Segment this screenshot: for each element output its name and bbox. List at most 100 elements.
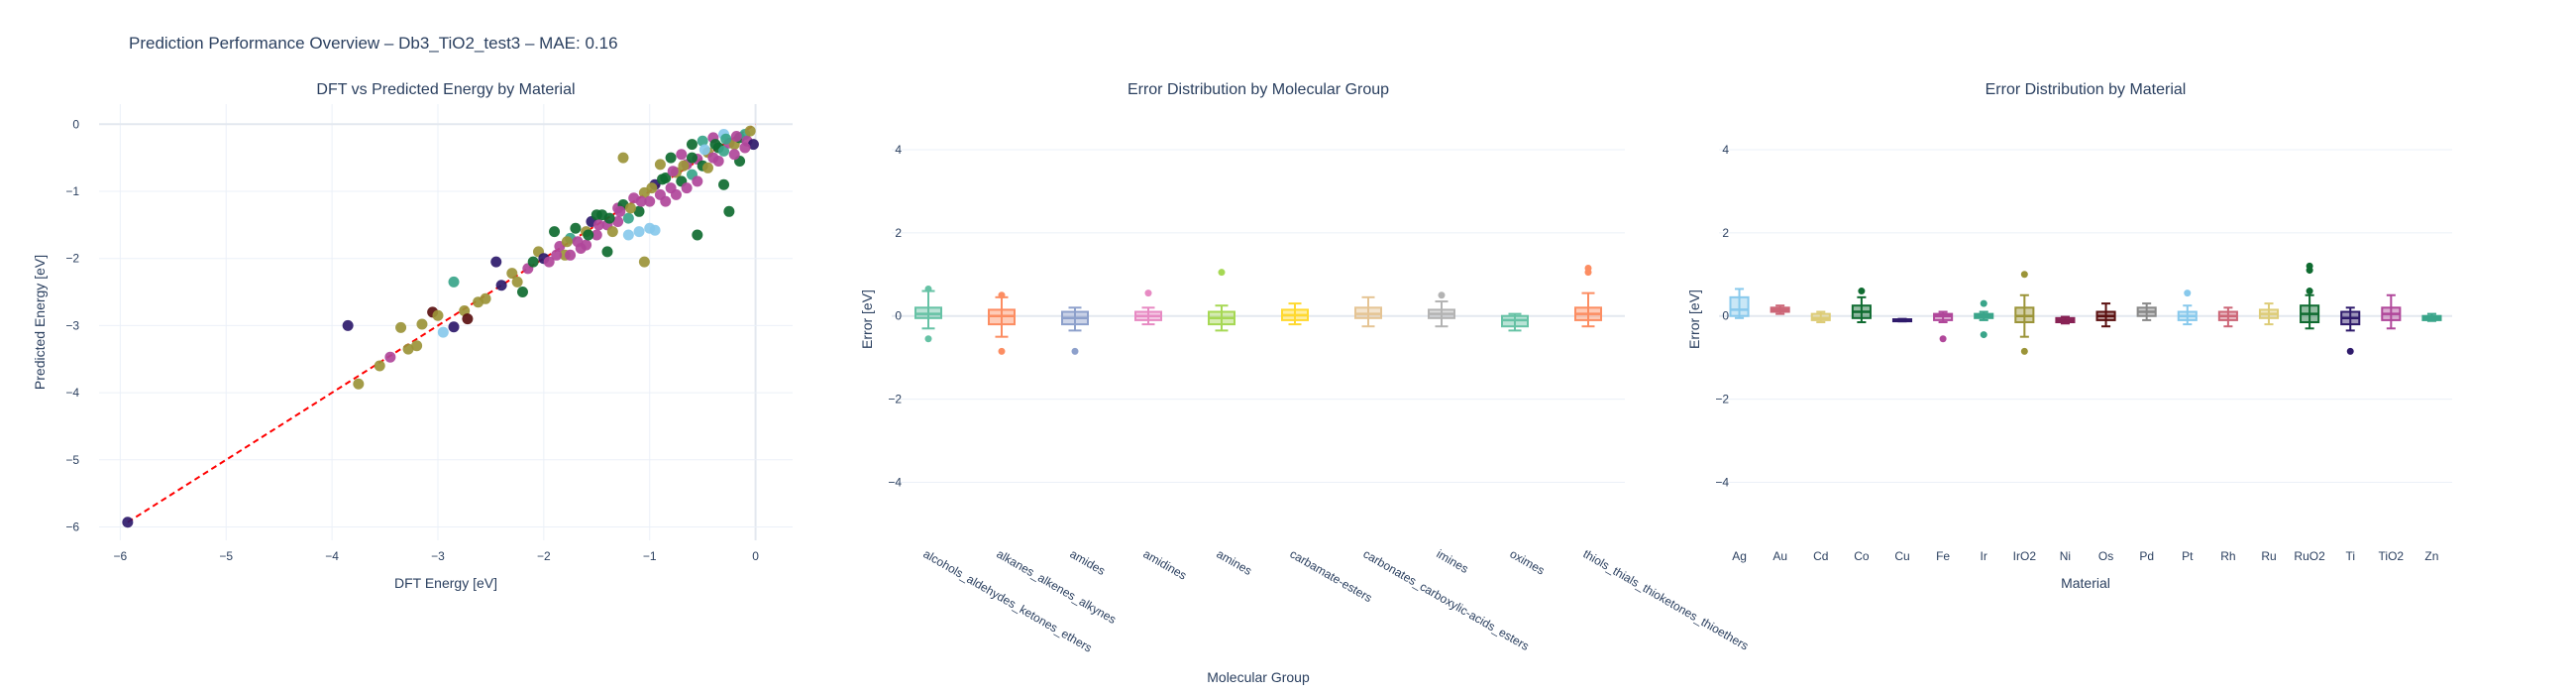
x-tick-label: −2 [537, 549, 551, 563]
scatter-point [709, 139, 721, 151]
scatter-point [633, 226, 645, 238]
category-tick-label: oximes [1508, 546, 1548, 577]
x-tick-label: −4 [325, 549, 339, 563]
box-alcohols_aldehydes_ketones_ethers [914, 285, 942, 343]
scatter-point [432, 309, 444, 321]
scatter-point [730, 130, 742, 142]
scatter-point [622, 212, 634, 224]
category-tick-label: IrO2 [2013, 549, 2037, 563]
box-outlier [1438, 291, 1446, 299]
scatter-point [712, 156, 724, 168]
scatter-point [402, 343, 414, 355]
x-tick-label: −1 [643, 549, 657, 563]
y-tick-label: 2 [1722, 226, 1729, 240]
y-tick-label: −2 [65, 252, 79, 266]
material-box-y-axis-title: Error [eV] [1686, 289, 1702, 349]
scatter-point [686, 152, 698, 164]
category-tick-label: Ir [1981, 549, 1987, 563]
scatter-point [646, 182, 658, 194]
box-outlier [998, 291, 1006, 299]
box-Pd [2136, 302, 2157, 321]
scatter-point [633, 205, 645, 217]
x-tick-label: −3 [431, 549, 445, 563]
scatter-title: DFT vs Predicted Energy by Material [316, 81, 575, 98]
box-TiO2 [2381, 293, 2402, 330]
material-box-grid [1719, 149, 2452, 483]
scatter-point [590, 209, 602, 221]
box-outlier [2346, 347, 2354, 355]
y-tick-label: 4 [1722, 143, 1729, 157]
y-tick-label: −6 [65, 520, 79, 533]
box-thiols_thials_thioketones_thioethers [1574, 264, 1602, 328]
category-tick-label: amidines [1141, 546, 1190, 582]
box-outlier [1218, 269, 1226, 277]
scatter-point [395, 321, 407, 333]
scatter-point [686, 139, 698, 151]
scatter-point [697, 135, 708, 147]
y-tick-label: 2 [895, 226, 902, 240]
scatter-point [448, 276, 460, 288]
scatter-point [718, 145, 730, 157]
box-carbonates_carboxylic-acids_esters [1354, 295, 1382, 328]
scatter-point [590, 229, 602, 241]
scatter-point [692, 175, 703, 187]
scatter-point [480, 292, 491, 304]
box-alkanes_alkenes_alkynes [988, 291, 1016, 355]
scatter-point [495, 280, 507, 291]
group-box-marks [914, 264, 1602, 355]
scatter-point [462, 313, 474, 325]
y-tick-label: 0 [1722, 309, 1729, 323]
box-amines [1208, 269, 1235, 332]
scatter-point [570, 222, 582, 234]
box-Ni [2055, 315, 2076, 325]
box-amides [1061, 306, 1089, 355]
scatter-point [384, 351, 396, 363]
box-Ag [1729, 288, 1750, 319]
scatter-point [744, 125, 756, 137]
scatter-point [551, 249, 563, 261]
scatter-point [572, 236, 584, 248]
box-outlier [2184, 289, 2192, 297]
box-outlier [1584, 264, 1592, 272]
scatter-point [592, 219, 604, 231]
box-Cd [1810, 310, 1831, 323]
y-tick-label: −2 [888, 393, 902, 406]
x-tick-label: 0 [752, 549, 759, 563]
scatter-point [638, 256, 650, 268]
category-tick-label: Ag [1732, 549, 1747, 563]
y-tick-label: −2 [1715, 393, 1729, 406]
category-tick-label: Pd [2139, 549, 2154, 563]
category-tick-label: Pt [2182, 549, 2194, 563]
box-outlier [1980, 331, 1987, 339]
box-outlier [1980, 299, 1987, 307]
x-tick-label: −5 [219, 549, 233, 563]
category-tick-label: amides [1068, 546, 1109, 577]
scatter-panel: DFT vs Predicted Energy by Material DFT … [32, 81, 793, 591]
group-box-title: Error Distribution by Molecular Group [1127, 81, 1389, 98]
scatter-point [622, 229, 634, 241]
box-imines [1428, 291, 1455, 328]
material-box-title: Error Distribution by Material [1986, 81, 2187, 98]
box-outlier [1071, 347, 1079, 355]
category-tick-label: Zn [2424, 549, 2438, 563]
y-tick-label: −3 [65, 318, 79, 332]
scatter-point [601, 246, 613, 258]
scatter-point [624, 202, 636, 214]
scatter-point [549, 226, 561, 238]
scatter-point [667, 166, 679, 177]
category-tick-label: Au [1772, 549, 1787, 563]
category-tick-label: Ni [2060, 549, 2071, 563]
scatter-point [543, 256, 555, 268]
box-Zn [2421, 312, 2442, 322]
scatter-point [506, 268, 518, 280]
scatter-point [678, 160, 690, 172]
material-box-x-axis-title: Material [2061, 575, 2110, 591]
scatter-point [437, 326, 449, 338]
y-tick-label: −5 [65, 453, 79, 467]
scatter-point [649, 224, 661, 236]
box-outlier [1939, 335, 1947, 343]
scatter-point [739, 142, 751, 154]
scatter-point [723, 205, 735, 217]
y-tick-label: 0 [72, 117, 79, 131]
